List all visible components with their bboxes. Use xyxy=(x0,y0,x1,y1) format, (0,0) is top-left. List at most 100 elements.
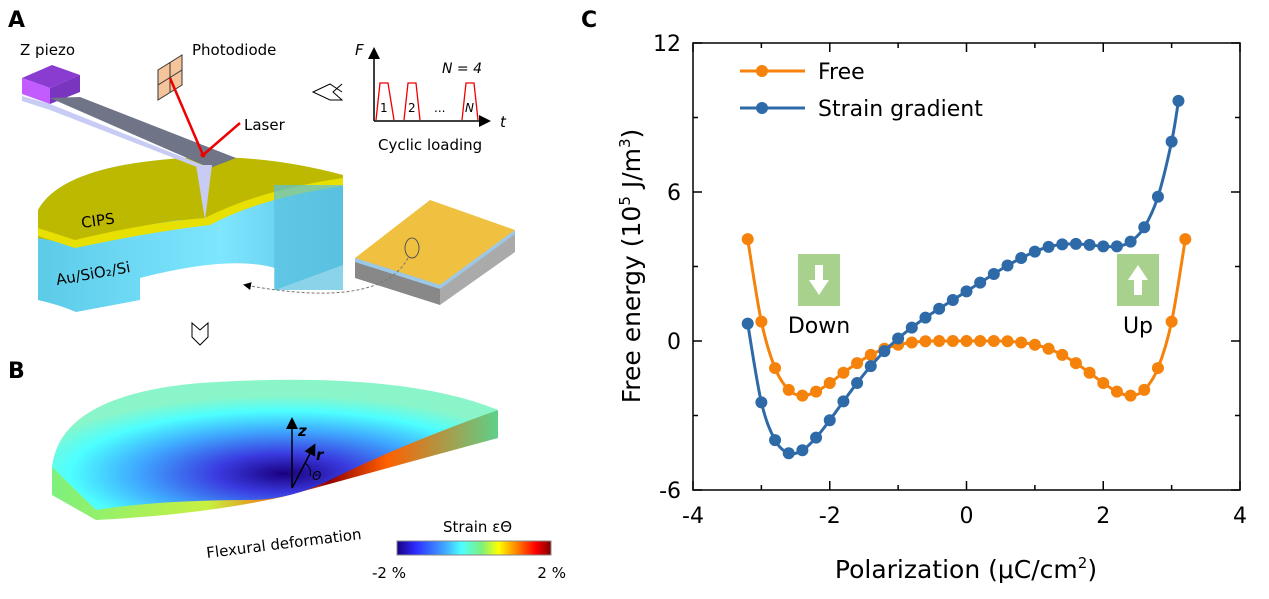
data-point xyxy=(974,335,987,347)
coordinate-axes: z r Θ xyxy=(286,417,325,489)
data-point xyxy=(755,396,768,409)
data-point xyxy=(741,317,754,330)
y-axis-label: Free energy (105 J/m3) xyxy=(616,129,646,404)
data-point xyxy=(974,276,987,289)
colorbar xyxy=(396,540,552,556)
annotation-up: Up xyxy=(1117,254,1159,339)
x-axis-label: Polarization (μC/cm2) xyxy=(835,554,1097,584)
data-point xyxy=(1069,357,1082,370)
x-tick-label: 0 xyxy=(960,504,974,529)
series-layer xyxy=(741,94,1192,460)
data-point xyxy=(960,285,973,298)
data-point xyxy=(1028,338,1041,351)
data-point xyxy=(905,321,918,334)
cycle-count: N = 4 xyxy=(442,61,482,77)
data-point xyxy=(864,348,877,361)
panel-a-letter: A xyxy=(8,8,25,33)
data-point xyxy=(864,360,877,373)
afm-tip xyxy=(196,165,212,220)
data-point xyxy=(933,302,946,315)
data-point xyxy=(1138,383,1151,396)
chevron-down-icon xyxy=(191,321,209,346)
strain-map-plate xyxy=(52,379,498,510)
photodiode-label: Photodiode xyxy=(192,41,276,59)
data-point xyxy=(810,431,823,444)
data-point xyxy=(755,315,768,328)
down-label: Down xyxy=(788,314,850,339)
data-point xyxy=(782,383,795,396)
data-point xyxy=(933,335,946,347)
chevron-left-icon xyxy=(311,83,344,101)
theta-label: Θ xyxy=(312,469,322,483)
pulse-label: N xyxy=(465,101,474,115)
data-point xyxy=(851,376,864,389)
legend-label-free: Free xyxy=(818,60,865,85)
data-point xyxy=(919,335,932,348)
data-point xyxy=(1028,245,1041,258)
data-point xyxy=(946,335,959,347)
y-tick-label: 0 xyxy=(667,330,681,355)
y-tick-label: -6 xyxy=(659,479,681,504)
legend-label-strain: Strain gradient xyxy=(818,97,983,122)
laser-beam xyxy=(168,77,241,158)
data-point xyxy=(878,345,891,358)
cips-label: CIPS xyxy=(80,209,116,231)
data-point xyxy=(810,385,823,398)
data-point xyxy=(796,389,809,402)
legend-marker-strain xyxy=(756,102,768,114)
data-point xyxy=(1138,221,1151,234)
data-point xyxy=(1097,240,1110,253)
data-point xyxy=(796,444,809,457)
data-point xyxy=(905,336,918,349)
data-point xyxy=(1172,94,1185,107)
z-piezo-label: Z piezo xyxy=(20,41,75,59)
legend-marker-free xyxy=(756,65,768,77)
legend-item-strain-gradient: Strain gradient xyxy=(740,97,983,122)
panel-b: B z r Θ Flexural deformation Strain εΘ -… xyxy=(8,359,566,582)
data-point xyxy=(823,414,836,427)
data-point xyxy=(1179,233,1192,246)
data-point xyxy=(1151,190,1164,203)
panel-b-letter: B xyxy=(8,359,25,384)
colorbar-title: Strain εΘ xyxy=(443,518,512,536)
legend-item-free: Free xyxy=(740,60,865,85)
data-point xyxy=(782,447,795,460)
arrow-up-icon xyxy=(1128,265,1148,295)
data-point xyxy=(946,294,959,307)
arrow-down-icon xyxy=(809,265,829,295)
data-point xyxy=(837,395,850,408)
data-point xyxy=(851,357,864,370)
data-point xyxy=(1001,259,1014,272)
data-point xyxy=(1151,362,1164,375)
time-axis-label: t xyxy=(500,113,507,131)
data-point xyxy=(1083,238,1096,251)
data-point xyxy=(1165,315,1178,328)
laser-label: Laser xyxy=(244,116,286,134)
load-pulses xyxy=(375,82,479,121)
series-strain-gradient xyxy=(741,94,1185,460)
sample-block xyxy=(38,157,343,312)
data-point xyxy=(823,376,836,389)
y-tick-label: 12 xyxy=(653,32,681,57)
data-point xyxy=(987,335,1000,347)
data-point xyxy=(769,434,782,447)
flexural-caption: Flexural deformation xyxy=(205,525,362,562)
data-point xyxy=(1165,135,1178,148)
colorbar-max-label: 2 % xyxy=(537,564,566,582)
data-point xyxy=(1097,376,1110,389)
data-point xyxy=(1001,335,1014,348)
y-tick-labels: -6 0 6 12 xyxy=(653,32,681,504)
data-point xyxy=(837,366,850,379)
x-tick-label: -4 xyxy=(682,504,704,529)
pulse-ellipsis: ... xyxy=(434,101,445,115)
r-axis-label: r xyxy=(316,446,325,464)
film-sample-inset xyxy=(243,200,515,305)
data-point xyxy=(987,267,1000,280)
pulse-label: 2 xyxy=(408,101,416,115)
data-point xyxy=(960,335,973,347)
data-point xyxy=(769,362,782,375)
axis-ticks xyxy=(692,42,1241,491)
cyclic-loading-inset: F t N = 4 1 2 ... N Cyclic loading xyxy=(355,41,507,154)
data-point xyxy=(919,311,932,324)
legend: Free Strain gradient xyxy=(740,60,983,122)
